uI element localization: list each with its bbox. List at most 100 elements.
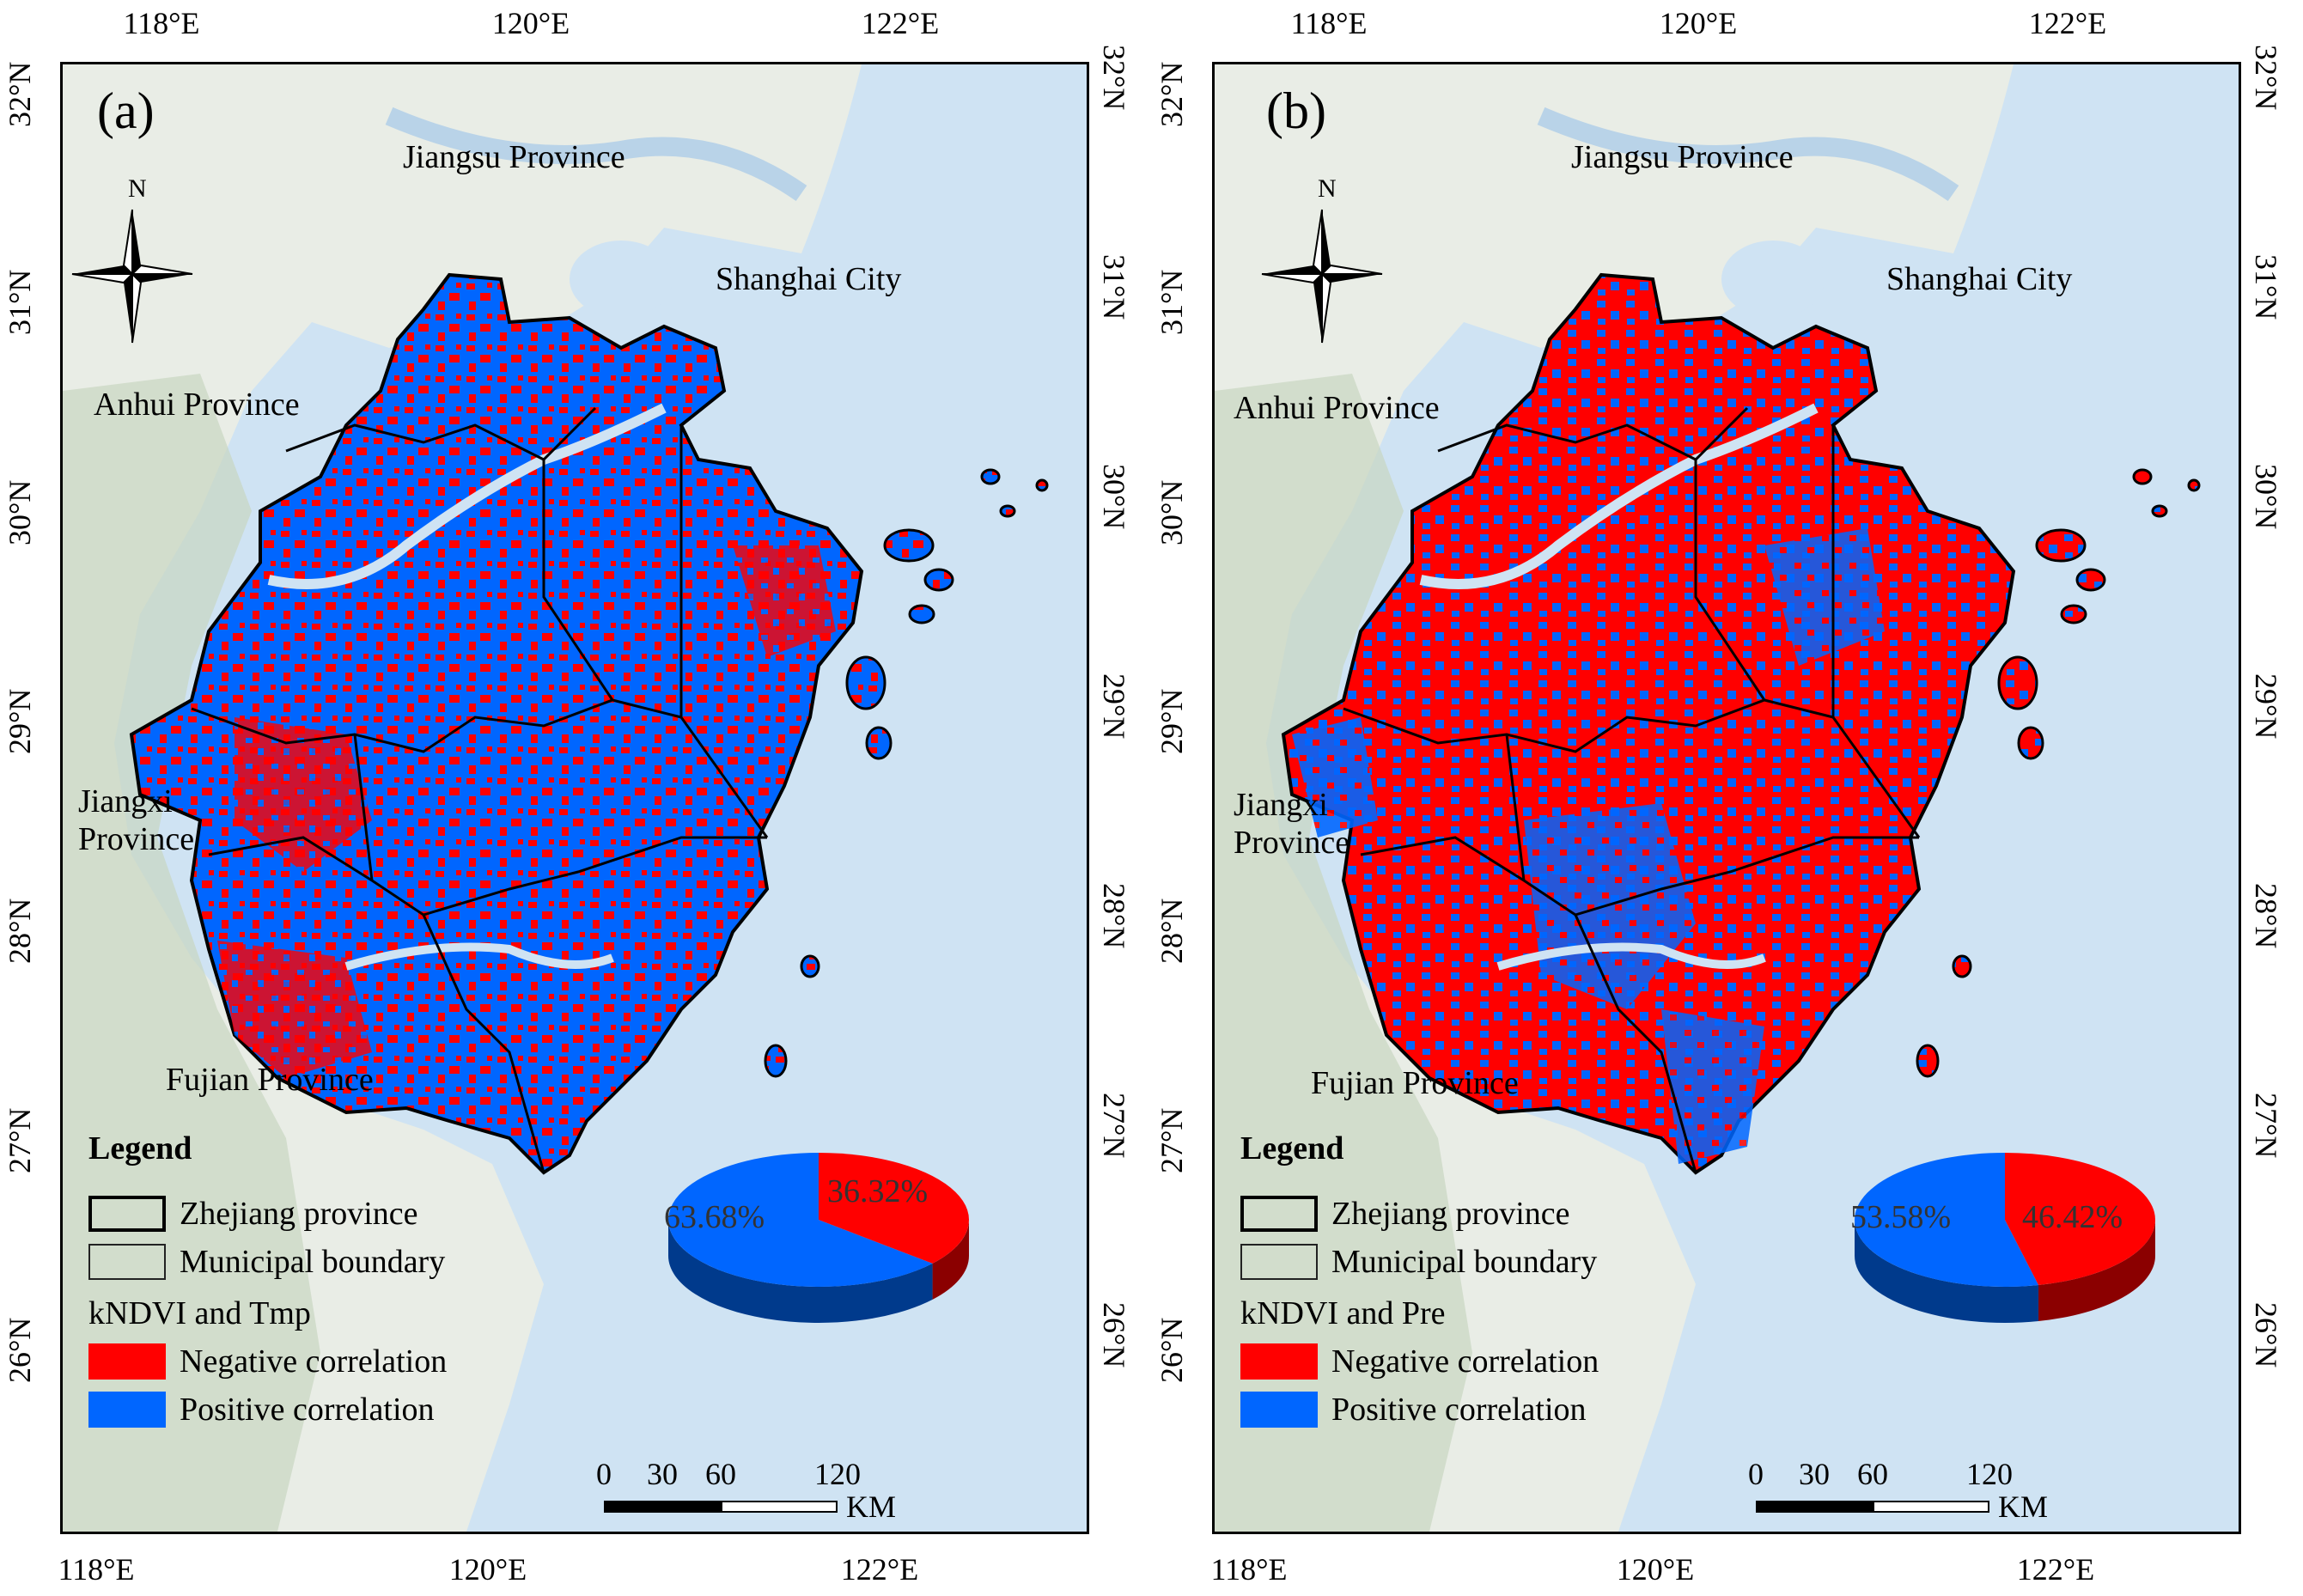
lon-tick-bottom: 122°E bbox=[840, 1552, 919, 1587]
lat-tick-right: 30°N bbox=[1097, 464, 1131, 530]
lat-tick-left: 28°N bbox=[1155, 898, 1189, 964]
scale-tick: 0 bbox=[1748, 1457, 1764, 1491]
legend-label: Positive correlation bbox=[180, 1392, 435, 1428]
negative-cluster bbox=[217, 941, 372, 1078]
lat-tick-left: 30°N bbox=[1155, 479, 1189, 545]
yangtze-river bbox=[1537, 107, 1959, 202]
positive-cluster bbox=[1292, 717, 1378, 838]
lat-tick-right: 30°N bbox=[2249, 464, 2283, 530]
legend: Legend Zhejiang province Municipal bound… bbox=[88, 1130, 604, 1434]
map-canvas bbox=[1215, 64, 2201, 1532]
lon-tick-top: 118°E bbox=[123, 6, 200, 40]
lat-tick-right: 31°N bbox=[1097, 254, 1131, 320]
lat-tick-left: 31°N bbox=[3, 269, 37, 335]
province-label-anhui: Anhui Province bbox=[94, 387, 300, 423]
oujiang-river bbox=[344, 942, 614, 971]
panel-label: (a) bbox=[97, 82, 155, 139]
municipal-boundaries bbox=[1343, 406, 1921, 1173]
lat-tick-left: 27°N bbox=[3, 1107, 37, 1173]
lat-tick-left: 29°N bbox=[3, 688, 37, 754]
lon-tick-top: 122°E bbox=[861, 6, 940, 40]
positive-swatch bbox=[1240, 1392, 1318, 1428]
province-label-jiangxi: Jiangxi bbox=[1234, 787, 1328, 823]
lat-tick-right: 26°N bbox=[1097, 1302, 1131, 1368]
scale-tick: 0 bbox=[596, 1457, 612, 1491]
lat-tick-right: 32°N bbox=[1097, 45, 1131, 111]
province-label-jiangxi-2: Province bbox=[78, 821, 195, 857]
province-label-jiangsu: Jiangsu Province bbox=[1571, 139, 1794, 175]
legend-item-positive: Positive correlation bbox=[88, 1386, 604, 1434]
legend-subtitle: kNDVI and Pre bbox=[1240, 1295, 1446, 1331]
lon-tick-bottom: 120°E bbox=[1616, 1552, 1695, 1587]
negative-swatch bbox=[1240, 1343, 1318, 1380]
lat-tick-left: 32°N bbox=[1155, 61, 1189, 127]
pie-chart: 63.68% 36.32% bbox=[655, 1138, 982, 1336]
north-label: N bbox=[128, 174, 147, 203]
legend-item-negative: Negative correlation bbox=[88, 1337, 604, 1386]
scale-tick: 60 bbox=[1857, 1457, 1888, 1491]
panel-label: (b) bbox=[1266, 82, 1326, 139]
lat-tick-right: 29°N bbox=[1097, 673, 1131, 740]
legend-title: Legend bbox=[88, 1130, 192, 1167]
lat-tick-left: 29°N bbox=[1155, 688, 1189, 754]
legend-item-municipal: Municipal boundary bbox=[88, 1238, 604, 1286]
legend-label: Municipal boundary bbox=[180, 1244, 446, 1280]
scale-bar: 0 30 60 120 KM bbox=[1748, 1456, 2082, 1525]
taihu-lake bbox=[1721, 241, 1825, 318]
scale-tick: 120 bbox=[1966, 1457, 2013, 1491]
pie-label-negative: 36.32% bbox=[827, 1173, 929, 1209]
province-label-shanghai: Shanghai City bbox=[716, 261, 902, 297]
lat-tick-right: 29°N bbox=[2249, 673, 2283, 740]
municipal-boundaries bbox=[191, 406, 769, 1173]
legend-label: Municipal boundary bbox=[1331, 1244, 1598, 1280]
legend-subtitle: kNDVI and Tmp bbox=[88, 1295, 311, 1331]
lon-tick-bottom: 120°E bbox=[448, 1552, 527, 1587]
lat-tick-left: 26°N bbox=[1155, 1317, 1189, 1383]
scale-segment-black bbox=[1756, 1501, 1873, 1513]
scale-tick: 30 bbox=[1799, 1457, 1830, 1491]
lat-tick-left: 28°N bbox=[3, 898, 37, 964]
pie-label-negative: 46.42% bbox=[2022, 1199, 2123, 1235]
scale-segment-white bbox=[1873, 1501, 1989, 1513]
municipal-boundary-swatch bbox=[88, 1244, 166, 1280]
lon-tick-top: 120°E bbox=[1659, 6, 1738, 40]
relief-shading bbox=[63, 374, 320, 1532]
north-arrow: N bbox=[1261, 174, 1383, 346]
lat-tick-left: 32°N bbox=[3, 61, 37, 127]
province-label-jiangxi-2: Province bbox=[1234, 825, 1350, 861]
scale-unit: KM bbox=[1998, 1489, 2049, 1524]
lon-tick-top: 120°E bbox=[491, 6, 570, 40]
positive-cluster bbox=[1661, 1009, 1764, 1164]
lon-tick-top: 118°E bbox=[1290, 6, 1368, 40]
zhejiang-boundary-swatch bbox=[88, 1196, 166, 1232]
zhoushan-islands bbox=[764, 468, 1049, 1078]
positive-cluster bbox=[1524, 803, 1696, 1009]
pie-slice-positive bbox=[668, 1153, 933, 1287]
oujiang-river bbox=[1496, 942, 1766, 971]
scale-segment-white bbox=[721, 1501, 838, 1513]
pie-label-positive: 53.58% bbox=[1850, 1199, 1952, 1235]
taihu-lake bbox=[570, 241, 673, 318]
scale-segment-black bbox=[604, 1501, 721, 1513]
legend-item-positive: Positive correlation bbox=[1240, 1386, 1756, 1434]
lat-tick-right: 27°N bbox=[2249, 1093, 2283, 1159]
yangtze-river bbox=[385, 107, 807, 202]
zhoushan-islands bbox=[1916, 468, 2201, 1078]
legend-item-zhejiang: Zhejiang province bbox=[1240, 1190, 1756, 1238]
pie-svg bbox=[1855, 1153, 2155, 1323]
negative-cluster bbox=[235, 717, 372, 872]
legend-label: Zhejiang province bbox=[1331, 1196, 1570, 1232]
north-arrow: N bbox=[71, 174, 193, 346]
scale-tick: 60 bbox=[705, 1457, 736, 1491]
pie-svg bbox=[668, 1153, 969, 1323]
pie-side-negative bbox=[2038, 1220, 2155, 1322]
map-panel-b: 118°E 120°E 122°E 118°E 120°E 122°E 32°N… bbox=[1152, 0, 2303, 1596]
legend: Legend Zhejiang province Municipal bound… bbox=[1240, 1130, 1756, 1434]
lat-tick-right: 27°N bbox=[1097, 1093, 1131, 1159]
lat-tick-left: 26°N bbox=[3, 1317, 37, 1383]
legend-item-zhejiang: Zhejiang province bbox=[88, 1190, 604, 1238]
pie-label-positive: 63.68% bbox=[664, 1199, 765, 1235]
pie-side-positive bbox=[1855, 1220, 2039, 1323]
lon-tick-bottom: 122°E bbox=[2016, 1552, 2095, 1587]
map-panel-a: 118°E 120°E 122°E 118°E 120°E 122°E 32°N… bbox=[0, 0, 1151, 1596]
